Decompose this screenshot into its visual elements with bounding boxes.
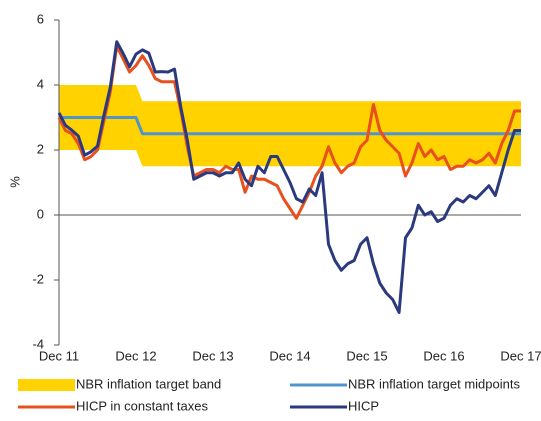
legend-label: HICP in constant taxes — [76, 398, 208, 413]
target-band — [59, 85, 521, 167]
x-tick-label: Dec 12 — [115, 348, 156, 363]
y-tick-label: 2 — [37, 141, 44, 156]
x-tick-label: Dec 11 — [39, 348, 79, 363]
y-tick-label: 6 — [37, 11, 44, 26]
series-line — [57, 40, 521, 314]
legend-label: NBR inflation target midpoints — [348, 376, 520, 391]
x-tick-label: Dec 14 — [269, 348, 310, 363]
series-line — [57, 44, 521, 220]
y-tick-label: 4 — [37, 76, 44, 91]
legend-label: HICP — [348, 398, 379, 413]
x-tick-label: Dec 17 — [500, 348, 541, 363]
y-tick-label: -4 — [32, 336, 44, 351]
x-tick-label: Dec 15 — [346, 348, 387, 363]
y-tick-label: 0 — [37, 206, 44, 221]
x-tick-label: Dec 13 — [192, 348, 233, 363]
legend-label: NBR inflation target band — [76, 376, 221, 391]
y-axis-label: % — [7, 176, 22, 188]
series-line — [59, 116, 521, 136]
x-tick-label: Dec 16 — [423, 348, 464, 363]
y-tick-label: -2 — [32, 271, 44, 286]
